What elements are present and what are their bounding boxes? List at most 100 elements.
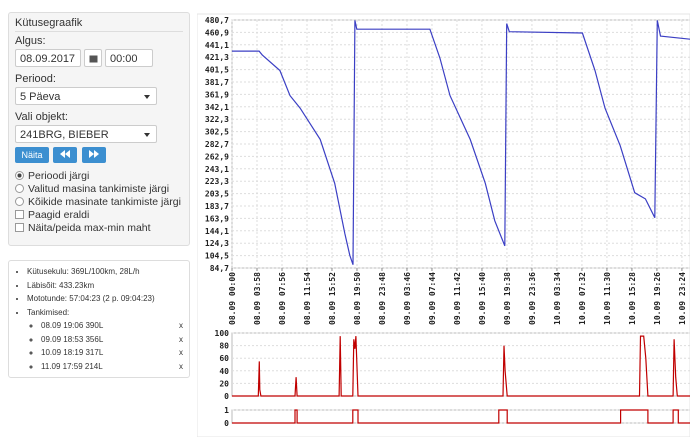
y-tick-label: 0	[224, 419, 229, 428]
y-tick-label: 144,1	[205, 227, 229, 236]
refuel-remove[interactable]: x	[179, 348, 183, 357]
show-button[interactable]: Näita	[15, 147, 49, 163]
refuel-remove[interactable]: x	[179, 334, 183, 344]
radio-option[interactable]: Valitud masina tankimiste järgi	[15, 183, 183, 196]
refuel-text: 09.09 18:53 356L	[41, 334, 104, 344]
x-tick-label: 10.09 15:28	[628, 272, 637, 325]
calendar-icon	[89, 55, 97, 63]
series-line	[232, 335, 690, 397]
y-tick-label: 203,5	[205, 190, 229, 199]
calendar-button[interactable]	[84, 49, 102, 67]
x-tick-label: 09.09 19:38	[503, 272, 512, 325]
refuel-item: 09.09 18:53 356L x	[41, 333, 183, 347]
prev-icon	[60, 150, 71, 158]
y-tick-label: 322,3	[205, 115, 229, 124]
radio-option[interactable]: Perioodi järgi	[15, 170, 183, 183]
y-tick-label: 480,7	[205, 16, 229, 25]
x-tick-label: 09.09 07:44	[428, 272, 437, 325]
charts: 84,7 104,5 124,3 144,1 163,9 183,7 203,5 223,3 2…	[197, 13, 690, 437]
checkbox[interactable]	[15, 223, 24, 232]
x-tick-label: 09.09 15:40	[478, 272, 487, 325]
radio-label: Valitud masina tankimiste järgi	[28, 183, 170, 195]
start-label: Algus:	[15, 35, 46, 47]
checkbox-label: Näita/peida max-min maht	[28, 222, 151, 234]
y-tick-label: 40	[219, 367, 229, 376]
y-tick-label: 60	[219, 354, 229, 363]
radio-option[interactable]: Kõikide masinate tankimiste järgi	[15, 196, 183, 209]
y-tick-label: 124,3	[205, 239, 229, 248]
x-tick-label: 09.09 23:36	[528, 272, 537, 325]
refuel-item: 10.09 18:19 317L x	[41, 346, 183, 360]
y-tick-label: 441,1	[205, 41, 229, 50]
x-tick-label: 08.09 03:58	[253, 272, 262, 325]
series-line	[232, 20, 690, 265]
x-tick-label: 09.09 11:42	[453, 272, 462, 325]
y-tick-label: 1	[224, 406, 229, 415]
x-tick-label: 10.09 19:26	[653, 272, 662, 325]
next-icon	[88, 150, 99, 158]
y-tick-label: 163,9	[205, 214, 229, 223]
y-tick-label: 104,5	[205, 252, 229, 261]
refuel-remove[interactable]: x	[179, 361, 183, 371]
y-tick-label: 80	[219, 342, 229, 351]
y-tick-label: 223,3	[205, 177, 229, 186]
summary-item: Kütusekulu: 369L/100km, 28L/h	[27, 265, 183, 279]
radio-label: Kõikide masinate tankimiste järgi	[28, 196, 181, 208]
radio[interactable]	[15, 197, 24, 206]
y-tick-label: 401,5	[205, 66, 229, 75]
prev-button[interactable]	[53, 147, 78, 163]
radio[interactable]	[15, 171, 24, 180]
summary-item: Tankimised:08.09 19:06 390Lx09.09 18:53 …	[27, 306, 183, 374]
x-tick-label: 10.09 11:30	[603, 272, 612, 325]
x-tick-label: 08.09 11:54	[303, 272, 312, 325]
x-tick-label: 08.09 15:52	[328, 272, 337, 325]
y-tick-label: 282,7	[205, 140, 229, 149]
form-title: Kütusegraafik	[15, 17, 183, 32]
y-tick-label: 342,1	[205, 103, 229, 112]
refuel-item: 11.09 17:59 214L x	[41, 360, 183, 374]
object-select[interactable]: 241BRG, BIEBER	[15, 125, 157, 143]
next-button[interactable]	[81, 147, 106, 163]
refuel-item: 08.09 19:06 390L x	[41, 319, 183, 333]
period-select[interactable]: 5 Päeva	[15, 87, 157, 105]
x-tick-label: 10.09 23:24	[678, 272, 687, 325]
object-label: Vali objekt:	[15, 111, 68, 123]
y-tick-label: 183,7	[205, 202, 229, 211]
x-tick-label: 10.09 07:32	[578, 272, 587, 325]
options: Perioodi järgi Valitud masina tankimiste …	[15, 170, 183, 235]
y-tick-label: 361,9	[205, 90, 229, 99]
radio-label: Perioodi järgi	[28, 170, 90, 182]
fuel-form: Kütusegraafik Algus: 08.09.2017 00:00 Pe…	[8, 12, 190, 246]
x-tick-label: 09.09 03:46	[403, 272, 412, 325]
x-tick-label: 08.09 19:50	[353, 272, 362, 325]
x-tick-label: 10.09 03:34	[553, 272, 562, 325]
period-label: Periood:	[15, 73, 56, 85]
y-tick-label: 421,3	[205, 53, 229, 62]
chart-frame	[197, 13, 690, 437]
start-date[interactable]: 08.09.2017	[15, 49, 81, 67]
checkbox-option[interactable]: Paagid eraldi	[15, 209, 183, 222]
refuel-text: 10.09 18:19 317L	[41, 348, 104, 357]
series-line	[232, 409, 690, 424]
start-time[interactable]: 00:00	[105, 49, 153, 67]
y-tick-label: 20	[219, 379, 229, 388]
y-tick-label: 262,9	[205, 152, 229, 161]
summary: Kütusekulu: 369L/100km, 28L/hLäbisõit: 4…	[8, 260, 190, 378]
checkbox-option[interactable]: Näita/peida max-min maht	[15, 222, 183, 235]
x-tick-label: 08.09 23:48	[378, 272, 387, 325]
button-row: Näita	[15, 147, 183, 165]
refuel-remove[interactable]: x	[179, 321, 183, 330]
y-tick-label: 0	[224, 392, 229, 401]
y-tick-label: 302,5	[205, 128, 229, 137]
radio[interactable]	[15, 184, 24, 193]
checkbox[interactable]	[15, 210, 24, 219]
y-tick-label: 381,7	[205, 78, 229, 87]
x-tick-label: 08.09 07:56	[278, 272, 287, 325]
x-tick-label: 08.09 00:00	[228, 272, 237, 325]
summary-item: Läbisõit: 433.23km	[27, 279, 183, 293]
y-tick-label: 100	[215, 329, 230, 338]
start-row: 08.09.2017 00:00	[15, 49, 183, 67]
refuel-text: 08.09 19:06 390L	[41, 321, 104, 330]
y-tick-label: 243,1	[205, 165, 229, 174]
refuel-text: 11.09 17:59 214L	[41, 361, 103, 371]
